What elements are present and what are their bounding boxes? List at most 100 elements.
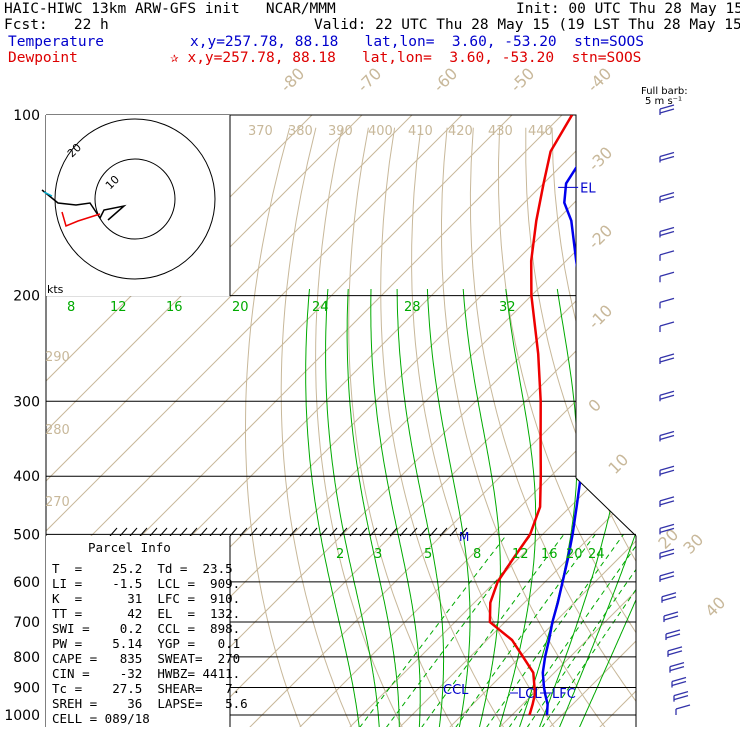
dry-adiabat-line — [469, 127, 636, 727]
temperature-readout: x,y=257.78, 88.18 lat,lon= 3.60, -53.20 … — [190, 34, 644, 50]
dewpoint-profile-line — [488, 115, 574, 716]
theta-label: 290 — [45, 350, 70, 365]
mixing-ratio-line — [508, 534, 636, 727]
freezing-hatch — [339, 527, 348, 537]
hodograph-ring-outer — [54, 118, 216, 280]
hodograph-trace — [41, 189, 127, 221]
isotherm-line — [46, 115, 340, 727]
freezing-hatch — [189, 527, 198, 537]
wind-barb-flag — [661, 596, 677, 602]
wind-barb-flag — [659, 465, 675, 471]
parcel-row: K = 31 LFC = 910. — [52, 591, 241, 606]
freezing-hatch — [129, 527, 138, 537]
freezing-hatch — [169, 527, 178, 537]
wind-barb-flag — [659, 469, 675, 475]
freezing-hatch — [409, 527, 418, 537]
theta-e-label: 410 — [408, 124, 433, 139]
isotherm-line — [46, 115, 540, 727]
freezing-hatch — [159, 527, 168, 537]
wind-barb-flag — [665, 629, 681, 635]
moist-adiabat-line — [578, 288, 636, 727]
moist-adiabat-label: 32 — [499, 300, 516, 315]
wind-barb-flag — [675, 704, 691, 710]
isotherm-label: -10 — [584, 301, 616, 333]
moist-adiabat-label: 20 — [232, 300, 249, 315]
isotherm-line — [448, 115, 636, 727]
wind-barb-flag — [659, 250, 675, 256]
isotherm-line — [498, 115, 636, 727]
mixing-ratio-label: 8 — [473, 547, 481, 562]
wind-barb-flag — [659, 434, 675, 441]
moist-adiabat-line — [538, 288, 627, 727]
mixing-ratio-label: 3 — [374, 547, 382, 562]
moist-adiabat-label: 24 — [312, 300, 329, 315]
freezing-hatch — [119, 527, 128, 537]
isotherm-label: -20 — [584, 221, 616, 253]
valid-time: Valid: 22 UTC Thu 28 May 15 (19 LST Thu … — [314, 17, 740, 33]
wind-barb-flag — [659, 390, 675, 396]
wind-barb-flag — [659, 297, 675, 303]
pressure-tick-label: 700 — [13, 615, 40, 631]
dry-adiabat-line — [604, 127, 636, 727]
wind-barb-flag — [667, 650, 683, 656]
wind-barb-flag — [659, 108, 675, 114]
wind-barb-flag — [667, 646, 683, 652]
dry-adiabat-line — [280, 127, 353, 727]
moist-adiabat-label: 12 — [110, 300, 127, 315]
isotherm-label: 40 — [701, 593, 729, 621]
moist-adiabat-line — [370, 288, 421, 727]
mixing-ratio-label: 16 — [541, 547, 558, 562]
pressure-tick-label: 200 — [13, 289, 40, 305]
wind-barb-flag — [663, 615, 679, 621]
freezing-hatch — [439, 527, 448, 537]
mixing-ratio-label: 24 — [588, 547, 605, 562]
parcel-row: TT = 42 EL = 132. — [52, 606, 241, 621]
isotherm-label: 0 — [584, 395, 605, 416]
parcel-row: CIN = -32 HWBZ= 4411. — [52, 666, 241, 681]
mixing-ratio-line — [385, 534, 532, 727]
moist-adiabat-label: 16 — [166, 300, 183, 315]
wind-barb-flag — [673, 691, 689, 697]
moist-adiabat-line — [325, 288, 380, 727]
dewpoint-legend-label: Dewpoint — [8, 50, 78, 66]
hodograph-trace-low — [61, 211, 101, 228]
wind-barb-flag — [659, 155, 675, 162]
mixing-ratio-line — [420, 534, 565, 727]
freezing-hatch — [269, 527, 278, 537]
lcl-label: LCL — [518, 687, 542, 702]
isotherm-line — [598, 115, 636, 727]
dry-adiabat-line — [551, 127, 636, 727]
mixing-ratio-label: 2 — [336, 547, 344, 562]
freezing-hatch — [309, 527, 318, 537]
theta-label: 270 — [45, 495, 70, 510]
freezing-hatch — [389, 527, 398, 537]
isotherm-line — [649, 88, 740, 728]
theta-e-label: 390 — [328, 124, 353, 139]
hodograph-ring-inner — [94, 158, 176, 240]
freezing-hatch — [109, 527, 118, 537]
lfc-label: LFC — [552, 687, 576, 702]
theta-e-label: 430 — [488, 124, 513, 139]
plot-title: HAIC-HIWC 13km ARW-GFS init NCAR/MMM — [4, 1, 336, 17]
wind-barb-flag — [669, 666, 685, 672]
wind-barb-flag — [659, 321, 675, 327]
wind-barb-flag — [659, 226, 675, 233]
isotherm-line — [148, 115, 636, 727]
wind-barb-flag — [659, 353, 675, 359]
moist-adiabat-line — [346, 288, 400, 727]
freezing-hatch — [429, 527, 438, 537]
mixing-ratio-line — [485, 534, 624, 727]
wind-barb-flag — [665, 633, 681, 639]
dry-adiabat-line — [630, 127, 636, 727]
pressure-tick-label: 1000 — [4, 708, 40, 724]
dry-adiabat-line — [348, 127, 454, 727]
wind-barb-flag — [663, 611, 679, 617]
barb-legend-unit: 5 m s⁻¹ — [645, 96, 682, 107]
parcel-row: CELL = 089/18 — [52, 711, 150, 726]
isotherm-label: -80 — [276, 64, 308, 96]
isotherm-line — [398, 115, 636, 727]
wind-barb-flag — [671, 676, 687, 683]
init-time: Init: 00 UTC Thu 28 May 15 — [516, 1, 740, 17]
freezing-hatch — [249, 527, 258, 537]
freezing-hatch — [359, 527, 368, 537]
